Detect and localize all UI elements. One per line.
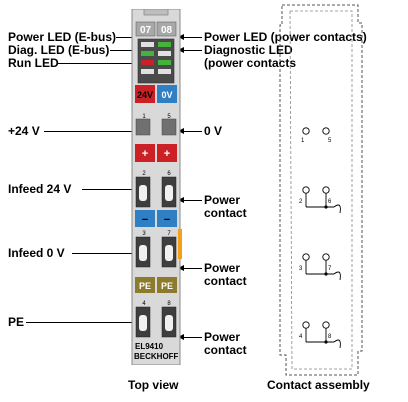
label-power-contact-1-line1: Power bbox=[204, 193, 241, 207]
leader-power-contact-1 bbox=[184, 200, 202, 201]
power-led-power-contacts bbox=[158, 42, 171, 47]
arrow-power-led-power-contacts bbox=[178, 34, 184, 40]
assembly-contact-8-label: 8 bbox=[328, 334, 332, 340]
assembly-contact-3-label: 3 bbox=[299, 266, 303, 272]
tag-pe-right bbox=[157, 277, 177, 293]
label-zero-v: 0 V bbox=[204, 124, 223, 138]
terminal-contact-5: 5 bbox=[167, 114, 171, 120]
label-power-led-ebus: Power LED (E-bus) bbox=[8, 30, 117, 44]
led-slot-right-4 bbox=[158, 69, 171, 74]
contact-pair-row-2 bbox=[135, 176, 177, 208]
power-led-ebus bbox=[141, 42, 154, 47]
terminal-top-view: 07 08 24V 0V 1 5 + + 2 6 − − 3 7 PE PE bbox=[131, 9, 182, 365]
arrow-diagnostic-led bbox=[178, 47, 184, 53]
caption-top-view: Top view bbox=[128, 378, 179, 392]
assembly-contact-1 bbox=[302, 127, 310, 135]
terminal-contact-4: 4 bbox=[142, 301, 146, 307]
assembly-contact-2-label: 2 bbox=[299, 199, 303, 205]
assembly-contact-7-label: 7 bbox=[328, 266, 332, 272]
tag-pe-left bbox=[135, 277, 155, 293]
label-power-contact-2-line2: contact bbox=[204, 274, 247, 288]
label-power-contact-3-line1: Power bbox=[204, 330, 241, 344]
tag-24v bbox=[135, 85, 155, 103]
terminal-top-cap bbox=[143, 9, 169, 16]
leader-power-led-ebus bbox=[116, 37, 134, 38]
led-slot-left-4 bbox=[141, 69, 154, 74]
assembly-contact-6-label: 6 bbox=[328, 199, 332, 205]
tag-plus-right-text: + bbox=[164, 148, 170, 160]
terminal-contact-7: 7 bbox=[167, 231, 171, 237]
tag-plus-left-text: + bbox=[142, 148, 148, 160]
arrow-power-contact-3 bbox=[178, 334, 184, 340]
terminal-brand: BECKHOFF bbox=[134, 352, 179, 361]
led-number-box-right bbox=[156, 21, 177, 37]
label-infeed-0v: Infeed 0 V bbox=[8, 246, 65, 260]
assembly-contact-pair-2 bbox=[302, 186, 341, 214]
contact-pair-row-3 bbox=[135, 236, 177, 268]
tag-minus-left bbox=[135, 210, 155, 227]
leader-pe bbox=[26, 322, 134, 323]
contact-pair-row-1 bbox=[135, 118, 177, 136]
assembly-inner-outline bbox=[289, 10, 353, 370]
caption-contact-assembly: Contact assembly bbox=[267, 378, 370, 392]
release-tab-orange bbox=[178, 229, 182, 259]
leader-plus-24v bbox=[44, 131, 134, 132]
terminal-contact-1: 1 bbox=[142, 114, 146, 120]
terminal-contact-2: 2 bbox=[142, 171, 146, 177]
tag-pe-right-text: PE bbox=[161, 281, 173, 291]
assembly-contact-pair-4 bbox=[302, 321, 341, 349]
terminal-contact-6: 6 bbox=[167, 171, 171, 177]
tag-minus-left-text: − bbox=[142, 214, 148, 226]
led-number-08: 08 bbox=[161, 25, 173, 36]
tag-plus-left bbox=[135, 144, 155, 162]
led-number-07: 07 bbox=[140, 25, 152, 36]
tag-minus-right bbox=[157, 210, 177, 227]
assembly-contact-1-label: 1 bbox=[301, 138, 305, 144]
arrow-power-contact-1 bbox=[178, 197, 184, 203]
leader-power-contact-2 bbox=[184, 268, 202, 269]
assembly-contact-5 bbox=[322, 127, 330, 135]
run-led bbox=[141, 60, 154, 65]
label-diag-led-ebus: Diag. LED (E-bus) bbox=[8, 43, 110, 57]
arrow-zero-v bbox=[178, 128, 184, 134]
terminal-contact-3: 3 bbox=[142, 231, 146, 237]
label-plus-24v: +24 V bbox=[8, 124, 40, 138]
label-diagnostic-led-line2: (power contacts bbox=[204, 56, 297, 70]
leader-infeed-24v bbox=[82, 189, 134, 190]
tag-pe-left-text: PE bbox=[139, 281, 151, 291]
label-pe: PE bbox=[8, 315, 25, 329]
terminal-model: EL9410 bbox=[135, 342, 164, 351]
label-power-contact-2-line1: Power bbox=[204, 261, 241, 275]
label-power-contact-1-line2: contact bbox=[204, 206, 247, 220]
leader-run-led bbox=[58, 63, 134, 64]
label-power-led-power-contacts: Power LED (power contacts) bbox=[204, 30, 367, 44]
leader-power-contact-3 bbox=[184, 337, 202, 338]
contact-pair-row-4 bbox=[135, 306, 177, 338]
leader-diagnostic-led bbox=[184, 50, 202, 51]
leader-power-led-power-contacts bbox=[184, 37, 202, 38]
leader-diag-led-ebus bbox=[110, 50, 134, 51]
led-slot-right-3 bbox=[158, 60, 171, 65]
arrow-power-contact-2 bbox=[178, 265, 184, 271]
tag-24v-text: 24V bbox=[137, 90, 153, 100]
diagnostic-led-power-contacts bbox=[158, 51, 171, 56]
assembly-outline bbox=[279, 4, 363, 376]
tag-0v-text: 0V bbox=[161, 90, 172, 100]
assembly-contact-pair-3 bbox=[302, 253, 341, 281]
leader-zero-v bbox=[184, 131, 202, 132]
diag-led-ebus bbox=[141, 51, 154, 56]
label-infeed-24v: Infeed 24 V bbox=[8, 182, 72, 196]
tag-0v bbox=[157, 85, 177, 103]
label-diagnostic-led-line1: Diagnostic LED bbox=[204, 43, 293, 57]
tag-plus-right bbox=[157, 144, 177, 162]
contact-assembly-drawing: 1 5 2 6 3 7 4 8 bbox=[279, 4, 363, 376]
tag-minus-right-text: − bbox=[164, 214, 170, 226]
label-power-contact-3-line2: contact bbox=[204, 343, 247, 357]
assembly-contact-4-label: 4 bbox=[299, 334, 303, 340]
terminal-contact-8: 8 bbox=[167, 301, 171, 307]
assembly-contact-5-label: 5 bbox=[328, 138, 332, 144]
leader-infeed-0v bbox=[72, 253, 134, 254]
label-run-led: Run LED bbox=[8, 56, 59, 70]
led-number-box-left bbox=[135, 21, 156, 37]
